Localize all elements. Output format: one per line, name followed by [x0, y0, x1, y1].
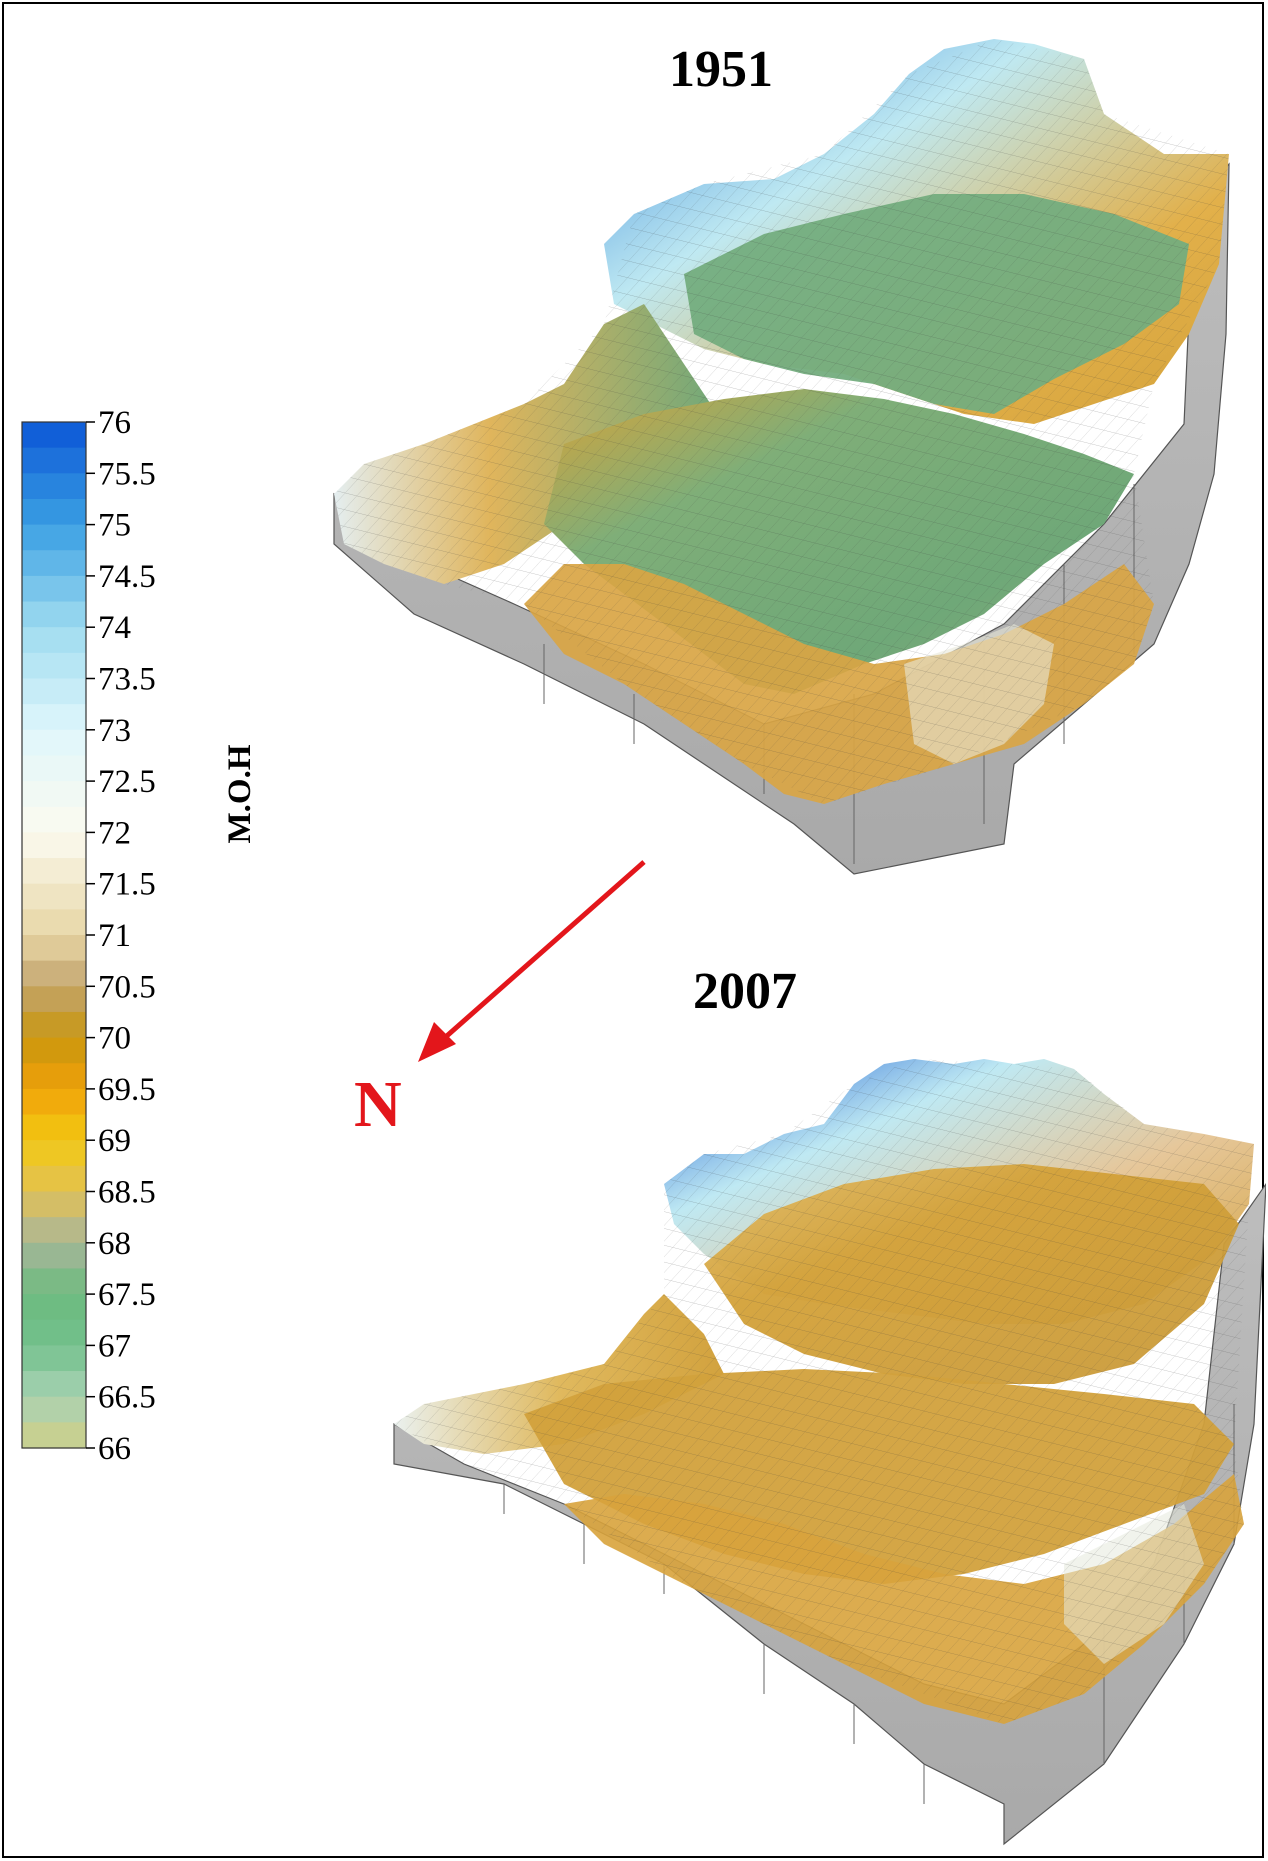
colorbar [21, 421, 87, 1449]
colorbar-tick-label: 74.5 [98, 559, 156, 595]
colorbar-band [22, 1396, 86, 1423]
colorbar-tick-label: 69.5 [98, 1072, 156, 1108]
colorbar-tick-label: 66.5 [98, 1380, 156, 1416]
colorbar-band [22, 1217, 86, 1244]
colorbar-band [22, 1268, 86, 1295]
colorbar-band [22, 1165, 86, 1193]
colorbar-band [22, 498, 86, 526]
colorbar-band [22, 652, 86, 680]
colorbar-band [22, 627, 86, 654]
colorbar-band [22, 1319, 86, 1346]
colorbar-tick-label: 72 [98, 815, 131, 851]
colorbar-tick-label: 72.5 [98, 764, 156, 800]
colorbar-tick-label: 69 [98, 1123, 131, 1159]
colorbar-tick-label: 66 [98, 1431, 131, 1467]
colorbar-band [22, 935, 86, 962]
colorbar-tick-label: 71 [98, 918, 131, 954]
colorbar-band [22, 960, 86, 987]
colorbar-band [22, 601, 86, 628]
colorbar-tick-label: 67.5 [98, 1277, 156, 1313]
colorbar-ticks: 76 75.5 75 74.5 74 73.5 73 72.5 72 71.5 71 70.5 70 69… [86, 405, 156, 1467]
north-label: N [354, 1068, 402, 1141]
colorbar-band [22, 1191, 86, 1218]
colorbar-band [22, 858, 86, 885]
north-arrow-icon [418, 860, 646, 1062]
colorbar-band [22, 729, 86, 757]
colorbar-tick-label: 70.5 [98, 969, 156, 1005]
colorbar-band [22, 473, 86, 500]
colorbar-band [22, 1140, 86, 1167]
colorbar-band [22, 1114, 86, 1141]
colorbar-band [22, 986, 86, 1013]
colorbar-band [22, 422, 86, 449]
colorbar-band [22, 524, 86, 551]
colorbar-tick-label: 75 [98, 508, 131, 544]
colorbar-band [22, 550, 86, 577]
colorbar-band [22, 883, 86, 910]
colorbar-tick-label: 68 [98, 1226, 131, 1262]
colorbar-band [22, 575, 86, 603]
colorbar-band [22, 1063, 86, 1090]
colorbar-band [22, 781, 86, 808]
colorbar-band [22, 1037, 86, 1064]
colorbar-tick-label: 73.5 [98, 662, 156, 698]
colorbar-tick-label: 73 [98, 713, 131, 749]
terrain-block-1951 [333, 39, 1230, 875]
colorbar-band [22, 909, 86, 936]
colorbar-tick-label: 76 [98, 405, 131, 441]
terrain-block-2007 [393, 1059, 1266, 1846]
terrain-scene: 76 75.5 75 74.5 74 73.5 73 72.5 72 71.5 71 70.5 70 69… [21, 39, 1266, 1846]
colorbar-band [22, 1011, 86, 1039]
year-label-2007: 2007 [693, 963, 797, 1020]
colorbar-band [22, 1242, 86, 1270]
colorbar-band [22, 678, 86, 705]
colorbar-band [22, 1345, 86, 1372]
colorbar-tick-label: 75.5 [98, 456, 156, 492]
colorbar-tick-label: 68.5 [98, 1175, 156, 1211]
colorbar-band [22, 447, 86, 474]
colorbar-tick-label: 67 [98, 1328, 131, 1364]
colorbar-tick-label: 71.5 [98, 867, 156, 903]
colorbar-band [22, 806, 86, 833]
colorbar-band [22, 755, 86, 782]
colorbar-tick-label: 74 [98, 610, 131, 646]
colorbar-band [22, 704, 86, 731]
colorbar-band [22, 1371, 86, 1398]
colorbar-tick-label: 70 [98, 1021, 131, 1057]
colorbar-band [22, 1088, 86, 1116]
legend-title: M.O.H [222, 744, 258, 844]
colorbar-band [22, 1294, 86, 1321]
colorbar-band [22, 1422, 86, 1449]
colorbar-band [22, 832, 86, 859]
year-label-1951: 1951 [669, 41, 773, 98]
